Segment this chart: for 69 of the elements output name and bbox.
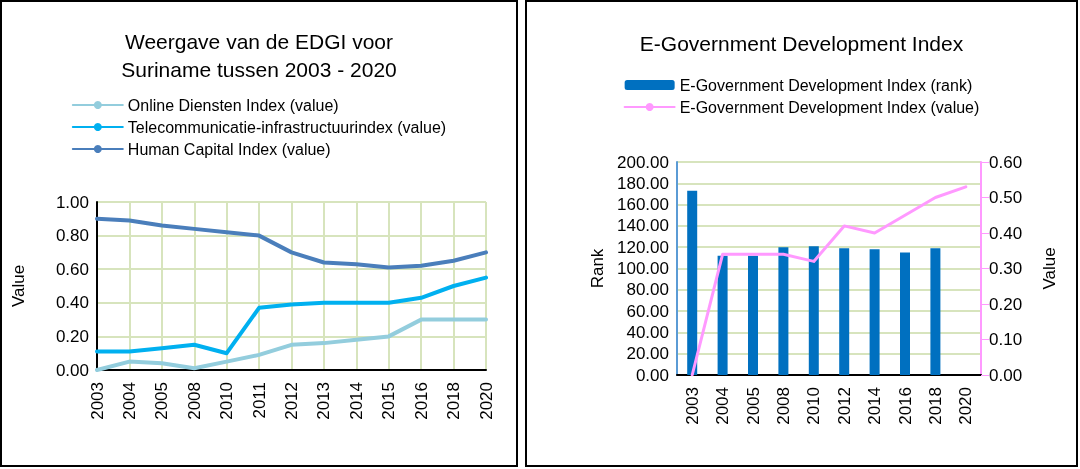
legend-label: Online Diensten Index (value) — [127, 96, 339, 114]
x-tick-label: 2014 — [346, 382, 366, 420]
y-tick-label: 140.00 — [617, 216, 669, 236]
y-tick-label: 80.00 — [626, 280, 669, 300]
y2-tick-label: 0.30 — [989, 259, 1023, 278]
x-tick-label: 2008 — [184, 382, 204, 420]
bar — [839, 248, 850, 375]
line-series — [690, 185, 968, 377]
y-tick-label: 200.00 — [617, 152, 669, 172]
legend-label: Human Capital Index (value) — [127, 140, 331, 158]
x-tick-label: 2005 — [743, 387, 763, 425]
y-tick-label: 0.40 — [55, 293, 89, 313]
bar — [687, 190, 698, 375]
y-tick-label: 0.80 — [55, 226, 89, 246]
x-tick-label: 2016 — [895, 387, 915, 425]
bar — [869, 249, 880, 375]
y-tick-label: 120.00 — [617, 237, 669, 257]
x-tick-label: 2004 — [713, 387, 733, 425]
y-tick-label: 20.00 — [626, 344, 669, 364]
y-tick-label: 0.00 — [55, 360, 89, 380]
y-tick-label: 0.00 — [635, 365, 669, 385]
bar — [748, 255, 758, 375]
x-tick-label: 2016 — [411, 382, 431, 420]
bar — [900, 252, 910, 375]
line-series — [95, 275, 488, 356]
y-tick-label: 40.00 — [626, 322, 669, 342]
y-axis-title: Value — [9, 264, 28, 308]
x-tick-label: 2015 — [379, 382, 399, 420]
x-tick-label: 2014 — [865, 387, 885, 425]
chart-title: E-Government Development Index — [639, 31, 964, 55]
x-tick-label: 2003 — [87, 382, 107, 420]
x-tick-label: 2020 — [476, 382, 496, 420]
x-tick-label: 2013 — [314, 382, 334, 420]
y2-tick-label: 0.10 — [989, 330, 1023, 349]
x-tick-label: 2004 — [119, 382, 139, 420]
x-tick-label: 2012 — [834, 387, 854, 425]
y2-tick-label: 0.60 — [989, 152, 1023, 172]
legend-label: E-Government Development Index (value) — [679, 98, 980, 116]
x-tick-label: 2005 — [152, 382, 172, 420]
y2-tick-label: 0.50 — [989, 188, 1023, 207]
bar — [717, 255, 728, 375]
x-tick-label: 2018 — [925, 387, 945, 425]
y-axis-title: Rank — [588, 248, 608, 289]
x-tick-label: 2012 — [282, 382, 301, 420]
x-tick-label: 2010 — [217, 382, 237, 420]
x-tick-label: 2003 — [682, 387, 702, 425]
y2-tick-label: 0.00 — [989, 365, 1023, 385]
y2-tick-label: 0.20 — [989, 294, 1023, 314]
x-tick-label: 2011 — [249, 382, 269, 419]
x-tick-label: 2020 — [956, 387, 976, 425]
y2-tick-label: 0.40 — [989, 223, 1023, 243]
x-tick-label: 2018 — [444, 382, 464, 420]
y-tick-label: 100.00 — [617, 259, 669, 278]
bar — [778, 247, 789, 375]
bar — [930, 248, 941, 375]
y-tick-label: 0.60 — [55, 259, 89, 279]
x-tick-label: 2008 — [773, 387, 793, 425]
x-tick-label: 2010 — [804, 387, 824, 425]
line-series — [95, 216, 488, 270]
legend-label: E-Government Development Index (rank) — [679, 76, 973, 94]
legend-label: Telecommunicatie-infrastructuurindex (value) — [127, 118, 447, 136]
y-tick-label: 0.20 — [55, 326, 89, 346]
y-tick-label: 60.00 — [626, 301, 669, 321]
y-tick-label: 1.00 — [55, 192, 89, 212]
y-tick-label: 160.00 — [617, 195, 669, 215]
bar — [808, 246, 819, 375]
y2-axis-title: Value — [1040, 247, 1059, 290]
chart-title: Weergave van de EDGI voor Suriname tussen 2003 - 2020 — [121, 29, 397, 81]
y-tick-label: 180.00 — [617, 173, 669, 193]
